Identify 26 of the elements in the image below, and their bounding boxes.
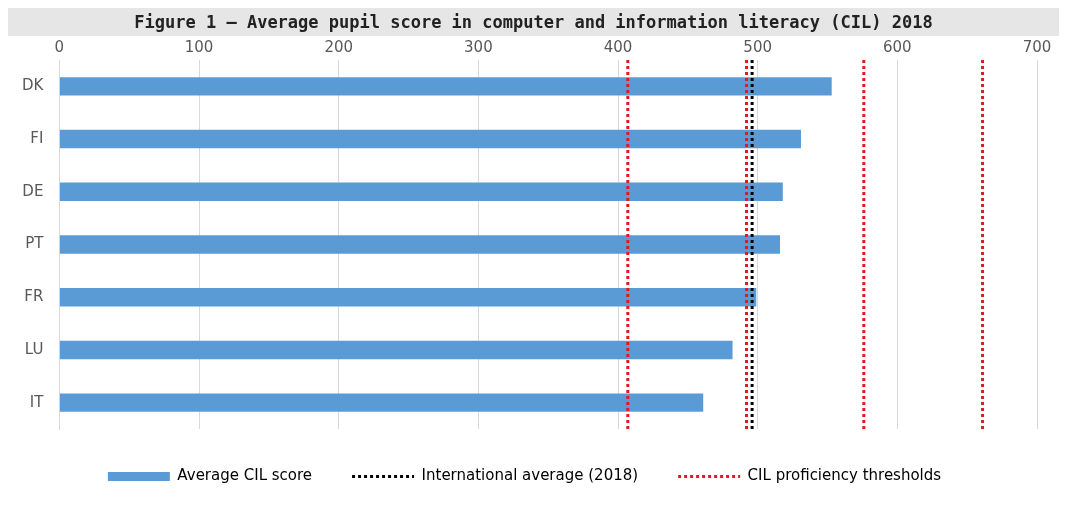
x-tick-label: 100	[184, 37, 214, 56]
legend-label: International average (2018)	[421, 466, 639, 485]
x-tick-label: 400	[603, 37, 633, 56]
x-tick-label: 700	[1022, 37, 1052, 56]
y-tick-label: FR	[24, 287, 44, 306]
y-tick-label: IT	[29, 392, 45, 411]
bar	[59, 393, 704, 412]
bar	[59, 77, 832, 96]
bar	[59, 340, 733, 360]
y-tick-label: LU	[24, 339, 44, 358]
x-tick-label: 500	[743, 37, 772, 56]
x-tick-label: 300	[464, 37, 493, 56]
y-tick-label: DE	[22, 181, 44, 200]
bar	[59, 182, 783, 202]
bar	[59, 235, 781, 254]
legend-label: Average CIL score	[177, 466, 313, 485]
chart-title: Figure 1 – Average pupil score in computer and information literacy (CIL) 2018	[8, 8, 1059, 36]
x-tick-label: 0	[54, 37, 65, 56]
y-tick-label: PT	[25, 234, 45, 253]
bar	[59, 287, 757, 307]
x-tick-label: 600	[883, 37, 912, 56]
y-tick-label: FI	[30, 128, 44, 147]
y-tick-label: DK	[22, 76, 45, 95]
x-tick-label: 200	[324, 37, 354, 56]
bar	[59, 129, 801, 149]
legend-label: CIL proficiency thresholds	[747, 466, 942, 485]
